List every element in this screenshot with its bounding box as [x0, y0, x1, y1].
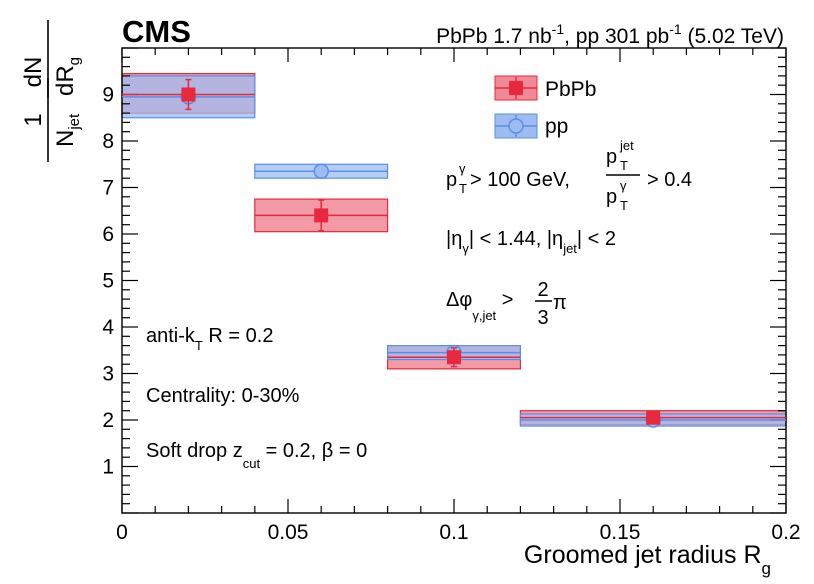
y-tick-label: 7 — [102, 177, 114, 200]
legend-item-pbpb: PbPb — [494, 75, 596, 101]
svg-text:p: p — [606, 186, 617, 208]
cut-annotation-dphi: Δφγ,jet > 2 3 π — [446, 279, 567, 329]
legend-pbpb-marker — [509, 81, 523, 95]
legend: PbPb pp — [494, 75, 596, 139]
axis-ticks: 0 0.05 0.1 0.15 0.2 1 2 3 4 5 6 7 8 9 — [102, 47, 801, 544]
y-tick-label: 5 — [102, 270, 114, 293]
cut-annotation-eta: |ηγ| < 1.44, |ηjet| < 2 — [446, 228, 616, 256]
svg-text:Soft drop zcut = 0.2, β = 0: Soft drop zcut = 0.2, β = 0 — [146, 440, 367, 471]
legend-item-pp: pp — [494, 113, 568, 139]
algo-annotation: anti-kT R = 0.2 — [146, 325, 273, 353]
ylabel-one: 1 — [20, 113, 47, 126]
svg-text:> 0.4: > 0.4 — [647, 169, 692, 191]
svg-text:T: T — [459, 181, 467, 196]
svg-text:γ: γ — [459, 161, 466, 176]
luminosity-label: PbPb 1.7 nb-1, pp 301 pb-1 (5.02 TeV) — [436, 21, 784, 48]
experiment-label: CMS — [122, 14, 191, 49]
lumi-pp: , pp 301 pb — [564, 25, 669, 48]
x-tick-label: 0.05 — [268, 521, 309, 544]
legend-pp-marker — [508, 118, 524, 134]
legend-pp-label: pp — [545, 115, 568, 138]
lumi-pbpb-exp: -1 — [552, 21, 565, 37]
y-tick-label: 9 — [102, 84, 114, 107]
x-tick-label: 0.15 — [600, 521, 641, 544]
y-tick-label: 6 — [102, 223, 114, 246]
data-point-pbpb-3 — [520, 410, 786, 425]
lumi-energy: (5.02 TeV) — [682, 25, 784, 48]
marker-open-circle — [313, 163, 329, 179]
ylabel-njet: Njet — [52, 113, 83, 147]
cut-annotation-pt: p γ T > 100 GeV, p jet T p γ T > 0.4 — [446, 138, 692, 213]
legend-pbpb-label: PbPb — [545, 78, 596, 101]
svg-text:γ: γ — [620, 178, 627, 193]
marker-square — [181, 87, 196, 102]
svg-text:p: p — [446, 169, 457, 191]
data-point-pbpb-2 — [387, 347, 521, 368]
svg-text:Δφγ,jet >: Δφγ,jet > — [446, 289, 513, 323]
svg-text:p: p — [606, 146, 617, 168]
marker-square — [646, 410, 661, 425]
svg-text:> 100 GeV,: > 100 GeV, — [470, 169, 570, 191]
svg-text:|ηγ| < 1.44, |ηjet| < 2: |ηγ| < 1.44, |ηjet| < 2 — [446, 228, 616, 256]
svg-text:T: T — [620, 198, 628, 213]
data-points — [122, 78, 786, 428]
x-tick-label: 0.1 — [439, 521, 468, 544]
centrality-annotation: Centrality: 0-30% — [146, 385, 300, 407]
x-tick-label: 0 — [116, 521, 128, 544]
softdrop-annotation: Soft drop zcut = 0.2, β = 0 — [146, 440, 367, 471]
x-axis-label: Groomed jet radius Rg — [524, 541, 771, 578]
svg-text:π: π — [553, 292, 567, 314]
data-point-pbpb-1 — [254, 199, 388, 232]
y-tick-label: 8 — [102, 130, 114, 153]
y-tick-label: 3 — [102, 363, 114, 386]
svg-text:2: 2 — [537, 279, 548, 301]
marker-square — [314, 208, 329, 223]
x-tick-label: 0.2 — [771, 521, 800, 544]
data-point-pbpb-0 — [122, 78, 255, 111]
svg-text:T: T — [620, 158, 628, 173]
lumi-pbpb: PbPb 1.7 nb — [436, 25, 552, 48]
marker-square — [447, 350, 461, 365]
svg-text:anti-kT R = 0.2: anti-kT R = 0.2 — [146, 325, 273, 353]
y-tick-label: 2 — [102, 409, 114, 432]
y-tick-label: 4 — [102, 316, 114, 339]
data-point-pp-1 — [254, 163, 388, 179]
svg-text:jet: jet — [619, 138, 634, 153]
ylabel-dn: dN — [20, 57, 47, 88]
lumi-pp-exp: -1 — [669, 21, 682, 37]
svg-text:3: 3 — [537, 307, 548, 329]
ylabel-drg: dRg — [52, 57, 83, 96]
y-tick-label: 1 — [102, 456, 114, 479]
y-axis-label: 1 Njet dN dRg — [20, 20, 83, 162]
